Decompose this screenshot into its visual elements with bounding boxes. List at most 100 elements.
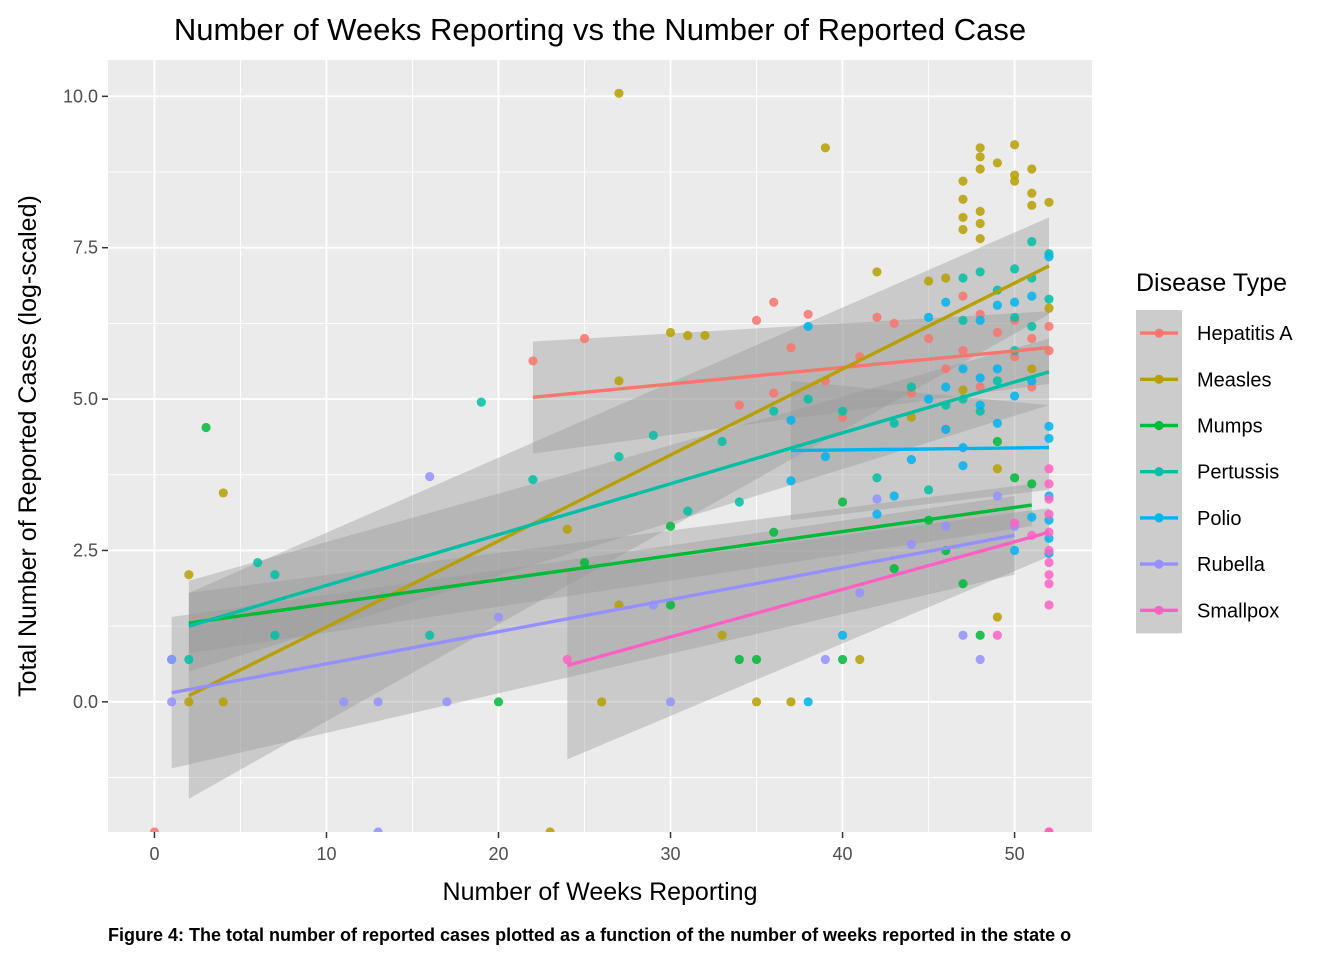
data-point — [1009, 264, 1020, 274]
data-point — [906, 455, 916, 465]
data-point — [1044, 421, 1054, 431]
data-point — [992, 158, 1002, 168]
data-point — [941, 382, 951, 392]
data-point — [975, 152, 985, 162]
data-point — [579, 557, 590, 568]
data-point — [1009, 312, 1020, 322]
ci-ribbon — [188, 483, 1032, 654]
data-point — [992, 630, 1002, 640]
y-axis-title: Total Number of Reported Cases (log-scal… — [14, 195, 42, 697]
data-point — [218, 488, 228, 498]
data-point — [1009, 473, 1020, 483]
legend-key-point — [1154, 559, 1164, 569]
y-tick-label: 2.5 — [73, 540, 98, 560]
data-point — [149, 827, 160, 832]
data-point — [958, 364, 968, 374]
data-point — [1027, 200, 1037, 210]
data-point — [1044, 494, 1054, 504]
data-point — [665, 327, 676, 338]
data-point — [1027, 479, 1037, 489]
data-point — [717, 436, 727, 447]
x-tick-label: 0 — [149, 844, 159, 864]
data-point — [734, 497, 744, 507]
data-point — [992, 436, 1002, 447]
data-point — [1044, 557, 1054, 568]
data-point — [786, 697, 796, 707]
figure-caption: Figure 4: The total number of reported c… — [108, 925, 1071, 945]
data-point — [837, 406, 848, 416]
data-point — [820, 654, 830, 665]
legend-label: Pertussis — [1197, 462, 1279, 484]
data-point — [1044, 827, 1054, 832]
data-point — [1044, 303, 1054, 313]
data-point — [1027, 333, 1037, 344]
data-point — [167, 654, 177, 665]
data-point — [493, 612, 504, 622]
data-point — [270, 630, 280, 640]
data-point — [528, 475, 538, 485]
data-point — [889, 564, 899, 574]
data-point — [476, 397, 486, 407]
minor-gridlines — [108, 60, 1092, 832]
legend-label: Polio — [1197, 508, 1241, 530]
x-tick-label: 10 — [316, 844, 336, 864]
trend-line — [790, 445, 1050, 453]
y-axis-ticks: 0.0 2.5 5.0 7.5 10.0 — [63, 86, 108, 712]
data-point — [958, 273, 968, 283]
data-point — [665, 600, 676, 610]
data-point — [184, 654, 194, 665]
data-point — [1044, 545, 1054, 556]
trend-line — [171, 533, 1015, 695]
data-point — [992, 364, 1002, 374]
data-point — [992, 464, 1002, 474]
data-point — [906, 539, 916, 549]
legend-key-point — [1154, 328, 1164, 338]
x-tick-label: 40 — [833, 844, 853, 864]
data-point — [923, 394, 934, 404]
data-point — [803, 697, 813, 707]
data-point — [1027, 512, 1037, 522]
data-point — [975, 206, 985, 216]
legend-key-point — [1154, 467, 1164, 477]
data-point — [253, 557, 263, 568]
data-point — [1027, 321, 1037, 332]
data-point — [734, 400, 744, 410]
data-point — [855, 588, 865, 598]
data-point — [1044, 570, 1054, 580]
data-point — [717, 630, 727, 640]
legend-label: Measles — [1197, 369, 1271, 391]
data-point — [1009, 545, 1020, 556]
x-tick-label: 30 — [661, 844, 681, 864]
trend-line — [188, 503, 1033, 625]
trend-line — [188, 264, 1050, 698]
data-point — [941, 521, 951, 531]
data-point — [923, 485, 934, 495]
data-point — [769, 406, 779, 416]
data-point — [1027, 291, 1037, 301]
data-point — [992, 327, 1002, 338]
data-point — [872, 494, 882, 504]
data-point — [751, 654, 762, 665]
data-point — [184, 697, 194, 707]
data-point — [872, 267, 882, 277]
data-point — [855, 654, 865, 665]
data-point — [975, 315, 985, 325]
data-point — [941, 297, 951, 307]
data-point — [923, 312, 934, 322]
x-axis-title: Number of Weeks Reporting — [443, 878, 758, 906]
data-point — [1044, 464, 1054, 474]
trend-line — [188, 370, 1050, 628]
data-point — [941, 273, 951, 283]
trend-lines — [171, 264, 1050, 698]
data-point — [270, 570, 280, 580]
data-point — [1044, 252, 1054, 262]
data-point — [373, 827, 383, 832]
data-point — [992, 491, 1002, 501]
data-point — [1009, 176, 1020, 186]
data-point — [1044, 579, 1054, 589]
data-point — [167, 697, 177, 707]
data-point — [992, 612, 1002, 622]
data-point — [975, 400, 985, 410]
y-tick-label: 0.0 — [73, 692, 98, 712]
data-point — [1044, 321, 1054, 332]
